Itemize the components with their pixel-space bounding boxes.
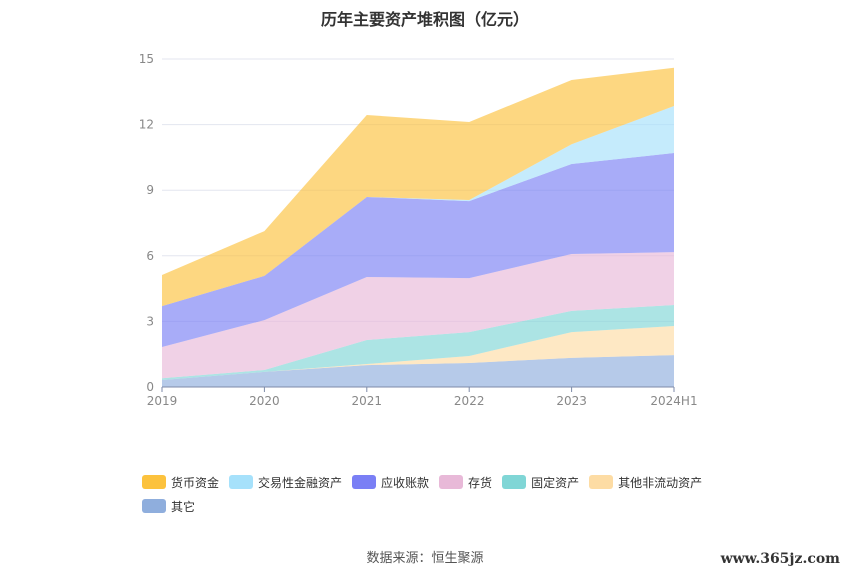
area-其它 (162, 355, 674, 387)
legend: 货币资金 交易性金融资产 应收账款 存货 固定资产 其他非流动资产其它 (142, 474, 742, 522)
area-其他非流动资产 (162, 325, 674, 381)
area-交易性金融资产 (162, 106, 674, 307)
x-tick-label: 2021 (352, 394, 383, 408)
legend-item[interactable]: 固定资产 (502, 474, 579, 490)
legend-swatch (352, 475, 377, 489)
x-tick-label: 2020 (249, 394, 280, 408)
legend-item[interactable]: 应收账款 (352, 474, 429, 490)
legend-label: 货币资金 (171, 475, 220, 490)
legend-item[interactable]: 交易性金融资产 (229, 474, 342, 490)
legend-label: 其它 (171, 499, 196, 514)
legend-item[interactable]: 其他非流动资产 (589, 474, 702, 490)
legend-item[interactable]: 货币资金 (142, 474, 219, 490)
legend-item[interactable]: 其它 (142, 498, 195, 514)
area-固定资产 (162, 305, 674, 381)
legend-item[interactable]: 存货 (439, 474, 492, 490)
legend-swatch (229, 475, 254, 489)
y-tick-label: 0 (146, 380, 154, 394)
legend-label: 其他非流动资产 (618, 475, 703, 490)
legend-swatch (502, 475, 527, 489)
legend-label: 固定资产 (531, 475, 580, 490)
y-tick-label: 3 (146, 314, 154, 328)
x-tick-label: 2019 (147, 394, 178, 408)
legend-label: 存货 (468, 475, 493, 490)
legend-swatch (142, 475, 166, 489)
y-tick-label: 6 (146, 249, 154, 263)
y-tick-label: 12 (139, 118, 154, 132)
chart-title: 历年主要资产堆积图（亿元） (320, 10, 529, 29)
stacked-area-chart: 0 3 6 9 12 15 2019 2020 2021 2022 2023 2024H1 (139, 52, 698, 408)
legend-swatch (439, 475, 464, 489)
legend-label: 交易性金融资产 (258, 475, 343, 490)
y-tick-label: 9 (146, 183, 154, 197)
data-source: 数据来源：恒生聚源 (366, 551, 484, 566)
legend-swatch (589, 475, 614, 489)
legend-swatch (142, 499, 166, 513)
area-货币资金 (162, 67, 674, 307)
area-应收账款 (162, 153, 674, 347)
x-tick-label: 2022 (454, 394, 485, 408)
legend-label: 应收账款 (381, 475, 430, 490)
y-tick-label: 15 (139, 52, 154, 66)
area-存货 (162, 252, 674, 379)
x-tick-label: 2023 (556, 394, 587, 408)
watermark: www.365jz.com (720, 551, 840, 567)
x-tick-label: 2024H1 (650, 394, 697, 408)
